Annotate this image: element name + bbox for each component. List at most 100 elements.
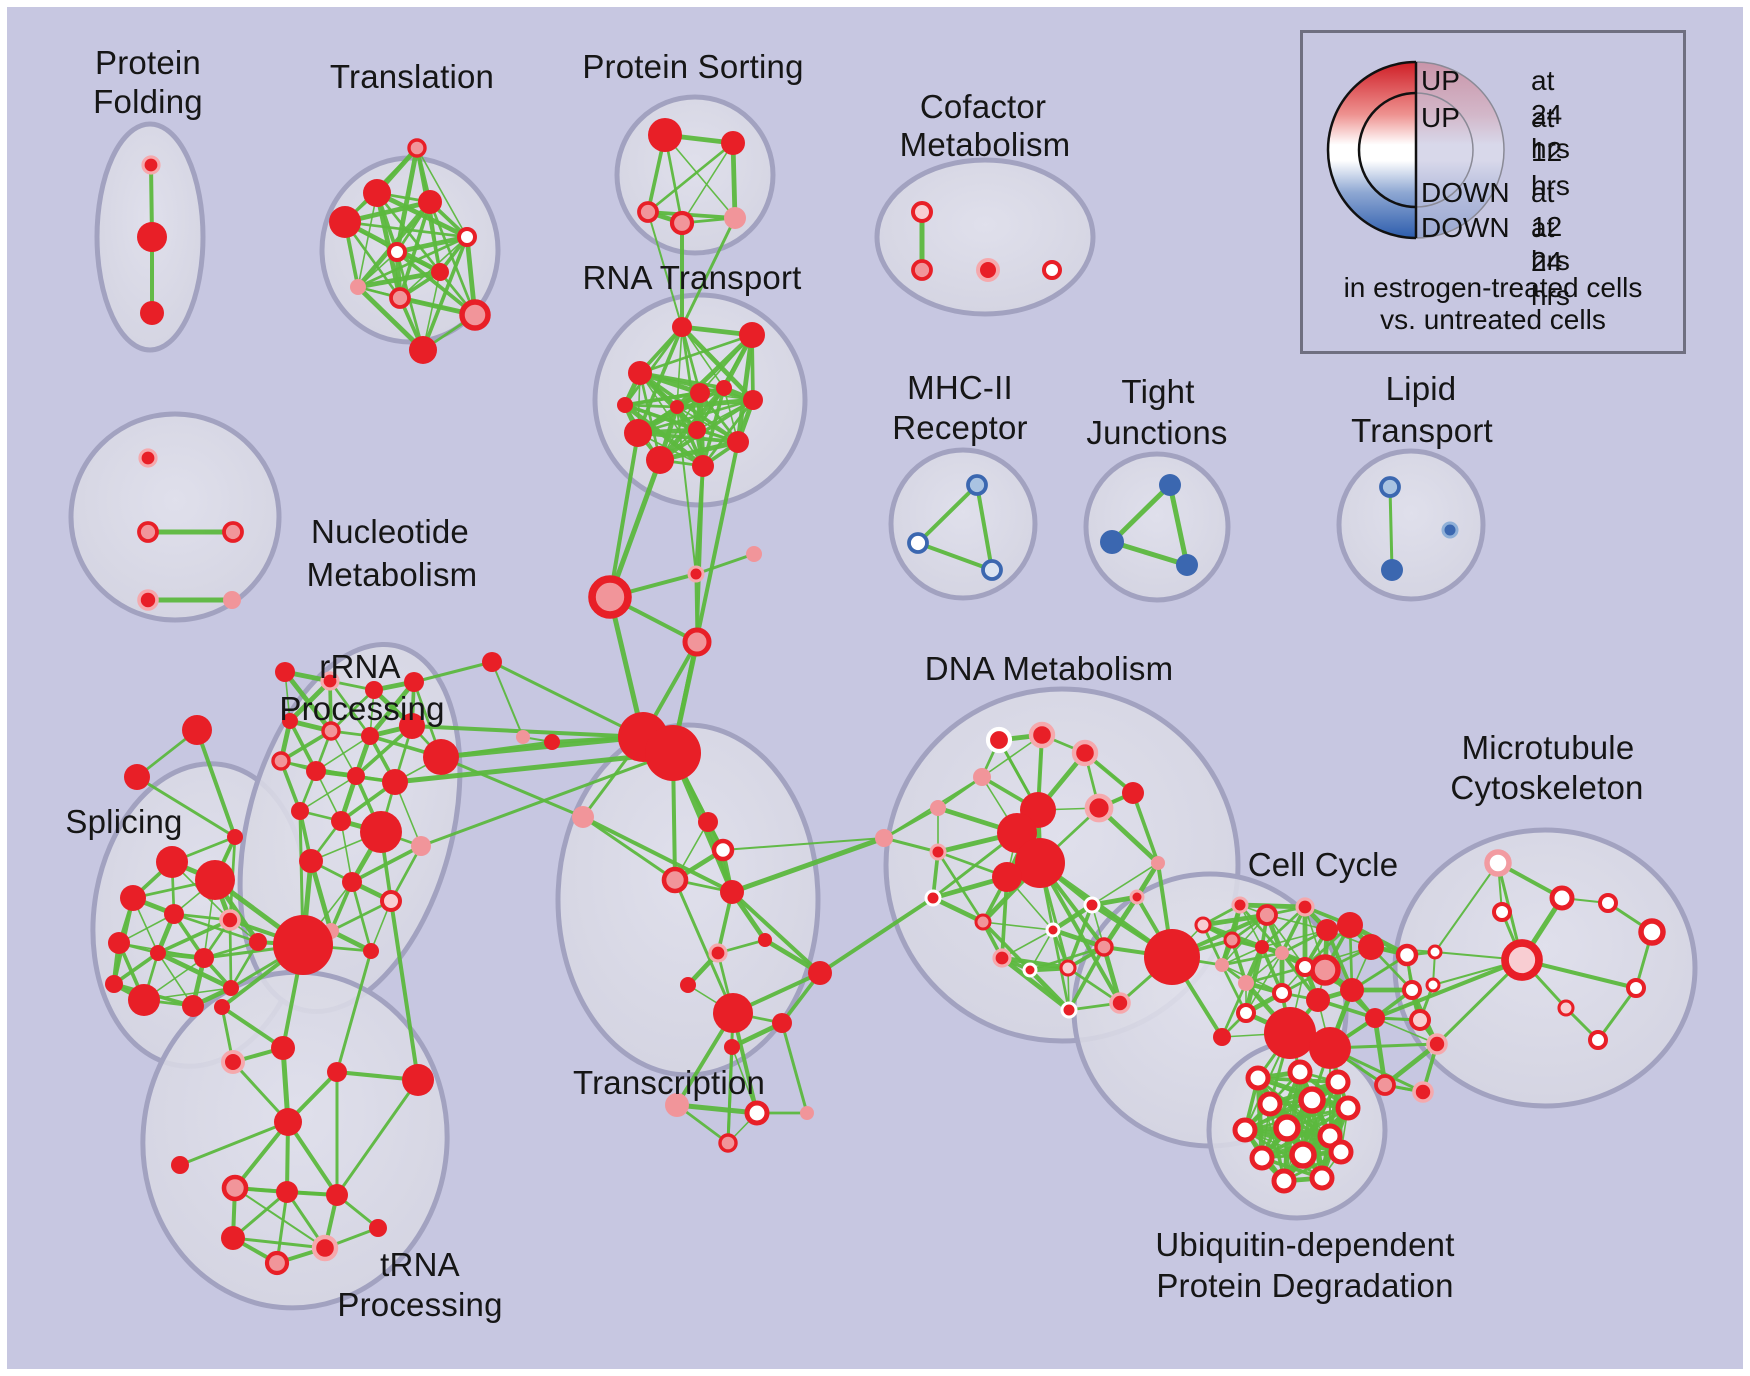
node-rrna-processing-21[interactable] — [363, 943, 379, 959]
node-dna-metabolism-2[interactable] — [1071, 739, 1099, 767]
node-mhc-ii-receptor-2[interactable] — [981, 559, 1003, 581]
node-cofactor-metabolism-0[interactable] — [911, 201, 933, 223]
node-dna-metabolism-1[interactable] — [1028, 721, 1056, 749]
node-ubiquitin-degradation-1[interactable] — [1287, 1059, 1313, 1085]
node-dna-metabolism-22[interactable] — [1060, 1001, 1078, 1019]
node-translation-9[interactable] — [459, 299, 491, 331]
node-trna-processing-8[interactable] — [276, 1181, 298, 1203]
node-protein-folding-1[interactable] — [137, 222, 167, 252]
node-cell-cycle-14[interactable] — [1306, 988, 1330, 1012]
node-cofactor-metabolism-2[interactable] — [976, 258, 1000, 282]
node-microtubule-cytoskeleton-3[interactable] — [1501, 939, 1543, 981]
node-dna-metabolism-18[interactable] — [1059, 959, 1077, 977]
node-cell-cycle-18[interactable] — [1309, 1027, 1351, 1069]
node-transcription-12[interactable] — [665, 1093, 689, 1117]
node-ubiquitin-degradation-3[interactable] — [1257, 1091, 1283, 1117]
node-hub-1[interactable] — [588, 575, 632, 619]
node-protein-sorting-2[interactable] — [637, 201, 659, 223]
node-cell-cycle-6[interactable] — [1309, 954, 1341, 986]
node-cell-cycle-2[interactable] — [1295, 897, 1315, 917]
node-splicing-10[interactable] — [182, 995, 204, 1017]
node-cell-cycle-4[interactable] — [1337, 912, 1363, 938]
node-cell-cycle-16[interactable] — [1236, 1003, 1256, 1023]
node-cell-cycle-20[interactable] — [1365, 1008, 1385, 1028]
node-translation-5[interactable] — [387, 242, 407, 262]
node-rrna-processing-7[interactable] — [399, 713, 425, 739]
node-splicing-8[interactable] — [105, 975, 123, 993]
node-cell-cycle-28[interactable] — [1194, 916, 1212, 934]
node-cell-cycle-15[interactable] — [1340, 978, 1364, 1002]
node-cell-cycle-13[interactable] — [1272, 983, 1292, 1003]
node-protein-folding-2[interactable] — [140, 301, 164, 325]
node-dna-metabolism-17[interactable] — [1045, 922, 1061, 938]
node-splicing-4[interactable] — [219, 909, 241, 931]
node-microtubule-cytoskeleton-9[interactable] — [1588, 1030, 1608, 1050]
node-dna-metabolism-8[interactable] — [929, 843, 947, 861]
node-translation-3[interactable] — [329, 206, 361, 238]
node-rrna-processing-1[interactable] — [320, 671, 340, 691]
node-cofactor-metabolism-1[interactable] — [911, 259, 933, 281]
node-rrna-processing-13[interactable] — [291, 802, 309, 820]
node-nucleotide-metabolism-0[interactable] — [138, 448, 158, 468]
node-dna-metabolism-3[interactable] — [973, 768, 991, 786]
node-trna-processing-6[interactable] — [171, 1156, 189, 1174]
node-trna-processing-4[interactable] — [402, 1064, 434, 1096]
node-transcription-7[interactable] — [680, 977, 696, 993]
node-ubiquitin-degradation-4[interactable] — [1298, 1086, 1326, 1114]
node-cell-cycle-5[interactable] — [1358, 934, 1384, 960]
node-cell-cycle-10[interactable] — [1223, 931, 1241, 949]
node-translation-7[interactable] — [350, 279, 366, 295]
node-cell-cycle-23[interactable] — [1409, 1009, 1431, 1031]
node-microtubule-cytoskeleton-10[interactable] — [1557, 999, 1575, 1017]
node-splicing-14[interactable] — [124, 764, 150, 790]
node-protein-sorting-0[interactable] — [648, 118, 682, 152]
node-translation-6[interactable] — [431, 263, 449, 281]
node-trna-processing-3[interactable] — [327, 1062, 347, 1082]
node-hub-4[interactable] — [645, 725, 701, 781]
node-rna-transport-10[interactable] — [692, 455, 714, 477]
node-cell-cycle-1[interactable] — [1256, 904, 1278, 926]
node-dna-metabolism-15[interactable] — [974, 913, 992, 931]
node-mhc-ii-receptor-1[interactable] — [907, 532, 929, 554]
node-protein-sorting-1[interactable] — [721, 131, 745, 155]
node-ubiquitin-degradation-13[interactable] — [1309, 1165, 1335, 1191]
node-trna-processing-13[interactable] — [369, 1219, 387, 1237]
node-cell-cycle-0[interactable] — [1144, 929, 1200, 985]
node-transcription-11[interactable] — [724, 1039, 740, 1055]
node-rrna-processing-10[interactable] — [306, 761, 326, 781]
node-transcription-10[interactable] — [772, 1013, 792, 1033]
node-translation-10[interactable] — [409, 336, 437, 364]
node-ubiquitin-degradation-2[interactable] — [1325, 1069, 1351, 1095]
node-hub-6[interactable] — [482, 652, 502, 672]
node-splicing-5[interactable] — [108, 932, 130, 954]
node-translation-2[interactable] — [418, 190, 442, 214]
node-ubiquitin-degradation-7[interactable] — [1273, 1114, 1301, 1142]
node-dna-metabolism-20[interactable] — [1094, 937, 1114, 957]
node-cell-cycle-7[interactable] — [1295, 957, 1315, 977]
node-tight-junctions-2[interactable] — [1176, 554, 1198, 576]
node-trna-processing-9[interactable] — [326, 1184, 348, 1206]
node-rna-transport-3[interactable] — [690, 383, 710, 403]
node-rna-transport-11[interactable] — [617, 397, 633, 413]
node-cell-cycle-8[interactable] — [1275, 946, 1289, 960]
node-rrna-processing-8[interactable] — [423, 739, 459, 775]
node-trna-processing-1[interactable] — [221, 1050, 245, 1074]
node-tight-junctions-0[interactable] — [1159, 474, 1181, 496]
node-rrna-processing-11[interactable] — [347, 767, 365, 785]
node-microtubule-cytoskeleton-0[interactable] — [1484, 849, 1512, 877]
node-rna-transport-4[interactable] — [716, 380, 732, 396]
node-trna-processing-11[interactable] — [311, 1234, 339, 1262]
node-splicing-7[interactable] — [194, 948, 214, 968]
node-hub-9[interactable] — [875, 829, 893, 847]
node-rrna-processing-14[interactable] — [331, 811, 351, 831]
node-cell-cycle-24[interactable] — [1426, 1033, 1448, 1055]
node-rrna-processing-3[interactable] — [404, 672, 424, 692]
node-cell-cycle-9[interactable] — [1255, 940, 1269, 954]
node-rrna-processing-19[interactable] — [380, 890, 402, 912]
node-splicing-13[interactable] — [182, 715, 212, 745]
node-rna-transport-0[interactable] — [672, 317, 692, 337]
node-rrna-processing-15[interactable] — [360, 811, 402, 853]
node-rrna-processing-17[interactable] — [299, 849, 323, 873]
node-splicing-11[interactable] — [223, 980, 239, 996]
node-ubiquitin-degradation-11[interactable] — [1328, 1139, 1354, 1165]
